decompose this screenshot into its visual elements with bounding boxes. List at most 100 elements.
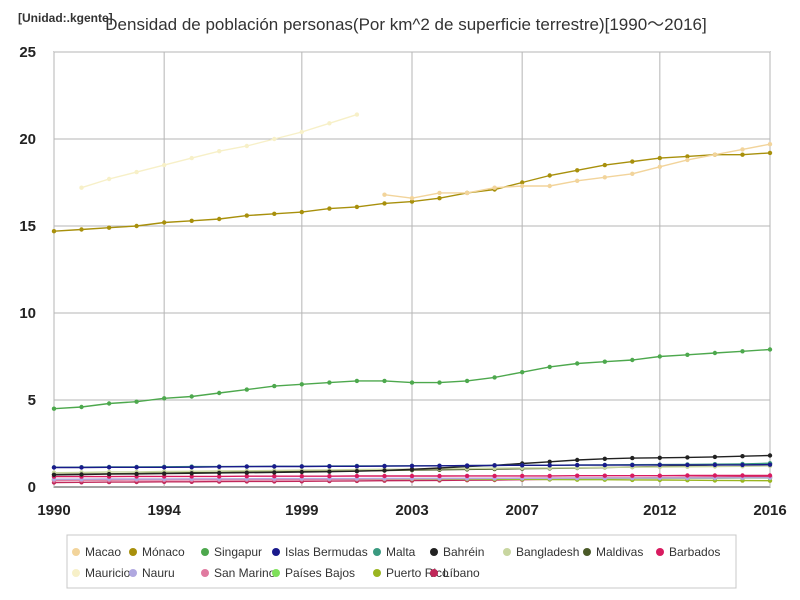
data-point xyxy=(382,378,387,384)
data-point xyxy=(740,152,745,157)
data-point xyxy=(547,364,552,370)
data-point xyxy=(106,225,112,230)
data-point xyxy=(162,220,167,225)
data-point xyxy=(272,136,277,142)
legend-item: Mónaco xyxy=(129,545,185,559)
legend-marker xyxy=(129,548,137,556)
data-point xyxy=(602,462,607,468)
data-point xyxy=(134,399,139,404)
data-point xyxy=(189,394,194,399)
data-point xyxy=(244,464,249,469)
data-point xyxy=(134,223,139,229)
series-mauricio xyxy=(79,112,360,190)
data-point xyxy=(602,456,607,461)
data-point xyxy=(492,463,497,468)
data-point xyxy=(106,471,112,477)
legend-label: Singapur xyxy=(214,545,262,559)
legend-item: Barbados xyxy=(656,545,720,559)
data-point xyxy=(630,455,635,461)
data-point xyxy=(437,473,442,479)
data-point xyxy=(657,155,662,161)
legend-item: Nauru xyxy=(129,566,175,580)
data-point xyxy=(409,473,415,479)
grid xyxy=(53,51,771,488)
data-point xyxy=(244,143,249,149)
data-point xyxy=(520,183,525,189)
data-point xyxy=(520,180,525,185)
legend-label: Macao xyxy=(85,545,121,559)
legend-marker xyxy=(201,569,209,577)
data-point xyxy=(299,469,304,475)
x-tick-label: 2016 xyxy=(753,502,786,519)
data-point xyxy=(437,196,442,201)
data-point xyxy=(382,201,387,206)
data-point xyxy=(79,227,84,232)
data-point xyxy=(79,472,84,477)
data-point xyxy=(354,469,360,474)
data-point xyxy=(51,406,57,411)
legend-marker xyxy=(272,548,280,556)
data-point xyxy=(217,149,222,154)
data-point xyxy=(189,471,194,476)
data-point xyxy=(51,472,57,477)
data-point xyxy=(272,470,277,475)
legend-item: Maldivas xyxy=(583,545,643,559)
legend-label: Barbados xyxy=(669,545,720,559)
data-point xyxy=(767,142,773,147)
data-point xyxy=(547,463,552,468)
legend-marker xyxy=(430,569,438,577)
data-point xyxy=(464,378,470,384)
data-point xyxy=(134,465,139,470)
data-point xyxy=(685,473,690,478)
data-point xyxy=(409,380,415,385)
data-point xyxy=(244,387,249,392)
data-point xyxy=(575,361,580,366)
data-point xyxy=(657,462,662,468)
data-point xyxy=(327,380,332,385)
data-point xyxy=(354,464,360,469)
legend-item: Malta xyxy=(373,545,416,559)
series-macao xyxy=(382,142,773,201)
legend-item: Singapur xyxy=(201,545,262,559)
data-point xyxy=(327,121,332,126)
legend-label: San Marino xyxy=(214,566,276,580)
data-point xyxy=(657,164,662,169)
data-point xyxy=(272,464,277,469)
legend-label: Mauricio xyxy=(85,566,131,580)
data-point xyxy=(437,380,442,385)
data-point xyxy=(162,162,167,168)
data-point xyxy=(575,168,580,173)
data-point xyxy=(685,462,690,468)
data-point xyxy=(79,404,84,410)
legend-item: Islas Bermudas xyxy=(272,545,368,559)
legend-marker xyxy=(583,548,591,556)
data-point xyxy=(354,112,360,117)
data-point xyxy=(162,396,167,401)
data-point xyxy=(409,199,415,204)
legend-label: Maldivas xyxy=(596,545,643,559)
data-point xyxy=(520,463,525,468)
data-point xyxy=(106,465,112,470)
data-point xyxy=(630,473,635,478)
y-tick-label: 0 xyxy=(28,479,36,496)
data-point xyxy=(244,213,249,218)
legend-label: Nauru xyxy=(142,566,175,580)
x-tick-label: 2003 xyxy=(395,502,428,519)
data-point xyxy=(382,463,387,469)
data-point xyxy=(382,473,387,479)
data-point xyxy=(712,152,718,157)
legend-marker xyxy=(72,548,80,556)
series-layer xyxy=(51,112,773,485)
legend-item: Macao xyxy=(72,545,121,559)
data-point xyxy=(217,470,222,476)
data-point xyxy=(409,463,415,469)
data-point xyxy=(547,459,552,464)
data-point xyxy=(767,150,773,156)
data-point xyxy=(602,175,607,180)
data-point xyxy=(382,192,387,197)
legend-marker xyxy=(129,569,137,577)
data-point xyxy=(327,474,332,479)
data-point xyxy=(354,204,360,210)
data-point xyxy=(520,370,525,375)
data-point xyxy=(740,454,745,459)
